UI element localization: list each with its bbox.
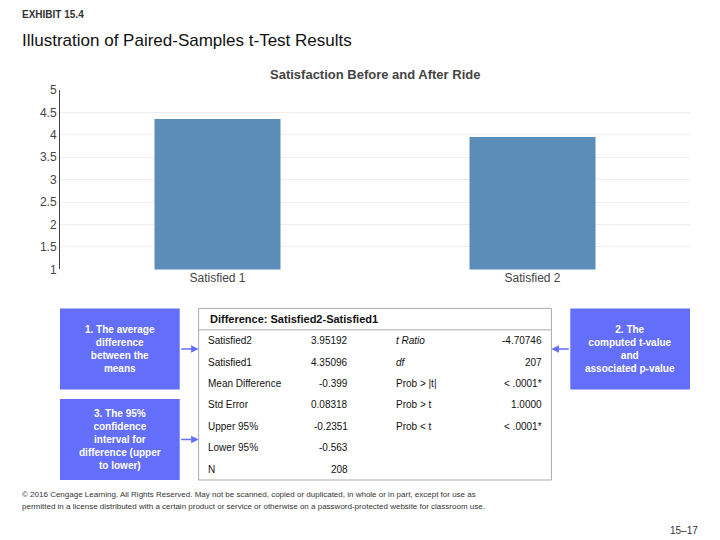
svg-text:t Ratio: t Ratio: [396, 335, 425, 346]
svg-text:3.95192: 3.95192: [311, 335, 348, 346]
svg-text:Illustration of Paired-Samples: Illustration of Paired-Samples t-Test Re…: [22, 31, 352, 50]
svg-text:Satisfied 1: Satisfied 1: [189, 271, 245, 285]
svg-text:1.5: 1.5: [40, 240, 57, 254]
svg-text:2.5: 2.5: [40, 195, 57, 209]
svg-text:1.0000: 1.0000: [511, 399, 542, 410]
svg-text:permitted in a license distrib: permitted in a license distributed with …: [22, 502, 485, 511]
svg-text:Prob > t: Prob > t: [396, 399, 432, 410]
svg-text:15–17: 15–17: [670, 525, 698, 536]
svg-text:Difference: Satisfied2-Satisfi: Difference: Satisfied2-Satisfied1: [210, 313, 378, 325]
svg-text:-4.70746: -4.70746: [502, 335, 542, 346]
svg-text:Satisfied 2: Satisfied 2: [504, 271, 560, 285]
svg-text:3: 3: [50, 173, 57, 187]
svg-text:4.35096: 4.35096: [311, 357, 348, 368]
svg-text:207: 207: [525, 357, 542, 368]
svg-text:208: 208: [331, 464, 348, 475]
svg-text:Satisfied1: Satisfied1: [208, 357, 252, 368]
svg-text:4.5: 4.5: [40, 106, 57, 120]
svg-text:3.5: 3.5: [40, 150, 57, 164]
svg-text:5: 5: [50, 83, 57, 97]
svg-text:Lower 95%: Lower 95%: [208, 442, 258, 453]
svg-text:Prob < t: Prob < t: [396, 421, 432, 432]
svg-text:Std Error: Std Error: [208, 399, 249, 410]
svg-text:© 2016 Cengage Learning. All R: © 2016 Cengage Learning. All Rights Rese…: [22, 490, 476, 499]
svg-text:Prob > |t|: Prob > |t|: [396, 378, 437, 389]
svg-text:1. The averagedifferencebetwee: 1. The averagedifferencebetween themeans: [85, 324, 155, 374]
svg-text:4: 4: [50, 128, 57, 142]
svg-text:1: 1: [50, 263, 57, 277]
svg-text:N: N: [208, 464, 215, 475]
svg-text:-0.563: -0.563: [319, 442, 348, 453]
svg-text:Satisfied2: Satisfied2: [208, 335, 252, 346]
svg-text:Satisfaction Before and After: Satisfaction Before and After Ride: [270, 67, 480, 82]
svg-text:EXHIBIT 15.4: EXHIBIT 15.4: [22, 9, 84, 20]
svg-text:Upper 95%: Upper 95%: [208, 421, 258, 432]
svg-text:2: 2: [50, 218, 57, 232]
svg-text:3. The 95%confidenceinterval f: 3. The 95%confidenceinterval fordifferen…: [79, 408, 161, 471]
svg-text:-0.2351: -0.2351: [314, 421, 348, 432]
svg-text:2. Thecomputed t-valueandassoc: 2. Thecomputed t-valueandassociated p-va…: [585, 324, 675, 374]
svg-text:df: df: [396, 357, 406, 368]
svg-text:Mean Difference: Mean Difference: [208, 378, 282, 389]
svg-text:0.08318: 0.08318: [311, 399, 348, 410]
svg-text:-0.399: -0.399: [319, 378, 348, 389]
svg-text:< .0001*: < .0001*: [504, 378, 542, 389]
svg-text:< .0001*: < .0001*: [504, 421, 542, 432]
